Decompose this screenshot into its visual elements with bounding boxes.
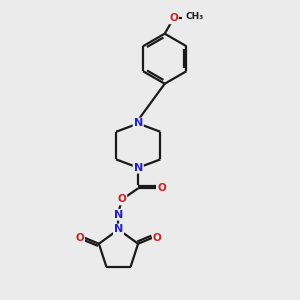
Text: O: O [153,233,162,243]
Text: CH₃: CH₃ [186,12,204,21]
Text: O: O [118,194,126,205]
Text: N: N [114,224,123,235]
Text: N: N [134,118,143,128]
Text: O: O [75,233,84,243]
Text: O: O [157,183,166,193]
Text: N: N [114,210,123,220]
Text: N: N [134,163,143,173]
Text: O: O [169,14,178,23]
